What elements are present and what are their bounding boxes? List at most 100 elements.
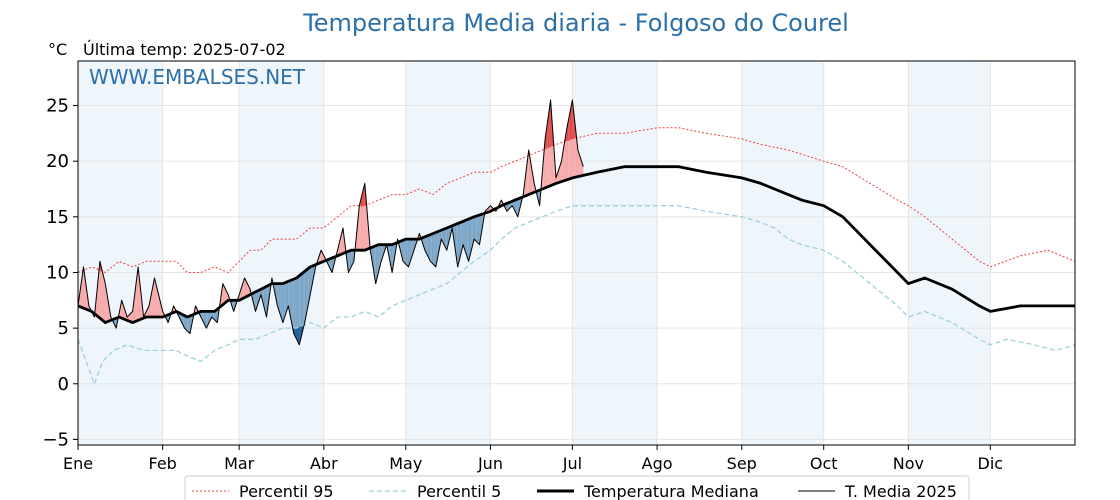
line-temperatura-mediana — [77, 165, 1075, 324]
legend-label-p95: Percentil 95 — [239, 482, 334, 500]
fill-below-median — [427, 235, 429, 259]
fill-above-p95 — [550, 99, 552, 147]
month-bands — [78, 61, 991, 445]
chart-title: Temperatura Media diaria - Folgoso do Co… — [302, 9, 849, 37]
legend: Percentil 95 Percentil 5 Temperatura Med… — [184, 475, 970, 500]
fill-below-median — [433, 232, 435, 266]
legend-label-median: Temperatura Mediana — [583, 482, 759, 500]
fill-below-median — [389, 244, 391, 266]
fill-below-median — [428, 234, 431, 262]
fill-below-median — [472, 216, 475, 245]
x-tick-label: Jun — [477, 454, 503, 473]
y-tick-label: 25 — [46, 96, 69, 117]
fill-above-median — [154, 278, 156, 317]
fill-below-median — [349, 250, 352, 270]
fill-below-median — [461, 221, 464, 251]
fill-below-median — [378, 244, 380, 273]
fill-above-p95 — [569, 106, 572, 140]
fill-below-median — [408, 239, 410, 267]
fill-below-median — [442, 229, 445, 245]
x-tick-label: Oct — [810, 454, 838, 473]
y-tick-label: 5 — [58, 318, 69, 339]
fill-below-median — [469, 217, 472, 256]
fill-below-median — [332, 257, 334, 273]
fill-below-median — [405, 239, 408, 266]
fill-below-median — [516, 199, 518, 217]
fill-below-median — [382, 244, 384, 258]
fill-below-median — [404, 239, 406, 265]
fill-below-median — [295, 278, 297, 340]
fill-below-median — [445, 227, 447, 251]
fill-above-p95 — [546, 119, 548, 149]
fill-below-median — [411, 239, 413, 259]
fill-below-median — [468, 218, 470, 262]
fill-above-median — [528, 150, 531, 195]
y-tick-label: −5 — [42, 429, 69, 450]
fill-below-median — [303, 271, 305, 329]
fill-below-median — [286, 281, 289, 311]
y-tick-label: 15 — [46, 207, 69, 228]
fill-below-median — [280, 283, 282, 319]
fill-below-median — [233, 300, 236, 312]
month-band — [405, 61, 491, 445]
fill-below-median — [431, 233, 434, 265]
fill-below-median — [292, 279, 294, 334]
fill-above-median — [102, 272, 104, 322]
fill-below-median — [284, 282, 286, 319]
unit-label: °C — [48, 40, 67, 59]
fill-above-median — [151, 285, 154, 317]
fill-below-median — [460, 221, 462, 256]
fill-below-median — [434, 232, 436, 267]
fill-below-median — [515, 199, 517, 215]
fill-above-median — [560, 161, 562, 183]
line-percentil-5 — [77, 205, 1076, 385]
fill-below-median — [430, 234, 432, 263]
watermark: WWW.EMBALSES.NET — [89, 65, 306, 89]
fill-below-p5 — [293, 328, 296, 337]
fill-below-median — [374, 245, 376, 284]
fill-below-median — [187, 316, 189, 333]
month-band — [741, 61, 824, 445]
fill-below-median — [506, 202, 509, 212]
x-tick-label: May — [389, 454, 422, 473]
fill-above-median — [136, 266, 139, 321]
fill-below-median — [185, 316, 188, 331]
line-percentil-95 — [77, 127, 1076, 273]
fill-above-median — [338, 239, 341, 256]
fill-below-median — [278, 283, 281, 315]
fill-above-median — [359, 200, 361, 251]
fill-below-median — [210, 311, 212, 320]
fill-above-median — [108, 300, 110, 322]
fill-below-median — [215, 309, 218, 323]
fill-below-median — [478, 214, 480, 245]
fill-below-median — [512, 200, 514, 209]
fill-below-median — [232, 300, 234, 312]
fill-above-median — [341, 227, 343, 255]
fill-below-median — [304, 270, 307, 323]
fill-below-median — [476, 215, 479, 244]
fill-below-median — [327, 259, 330, 267]
fill-below-median — [444, 228, 446, 248]
fill-below-median — [480, 214, 483, 237]
fill-below-median — [464, 220, 466, 253]
fill-below-median — [188, 315, 190, 334]
month-band — [572, 61, 658, 445]
x-tick-label: Mar — [224, 454, 255, 473]
x-tick-label: Sep — [727, 454, 757, 473]
y-axis-ticks: −5 0 5 10 15 20 25 — [42, 96, 78, 450]
fill-below-median — [205, 311, 207, 329]
fill-below-median — [285, 281, 287, 315]
month-band — [78, 61, 163, 445]
fill-below-p5 — [296, 327, 298, 343]
fill-below-median — [377, 244, 379, 279]
line-t-media-2025 — [77, 99, 584, 346]
fill-above-median — [133, 289, 136, 323]
x-tick-label: Feb — [149, 454, 177, 473]
fill-below-median — [467, 219, 469, 262]
fill-above-median — [105, 283, 107, 323]
fill-below-median — [307, 268, 309, 309]
fill-below-median — [351, 250, 353, 267]
fill-below-median — [463, 220, 465, 249]
fill-below-median — [213, 311, 215, 320]
